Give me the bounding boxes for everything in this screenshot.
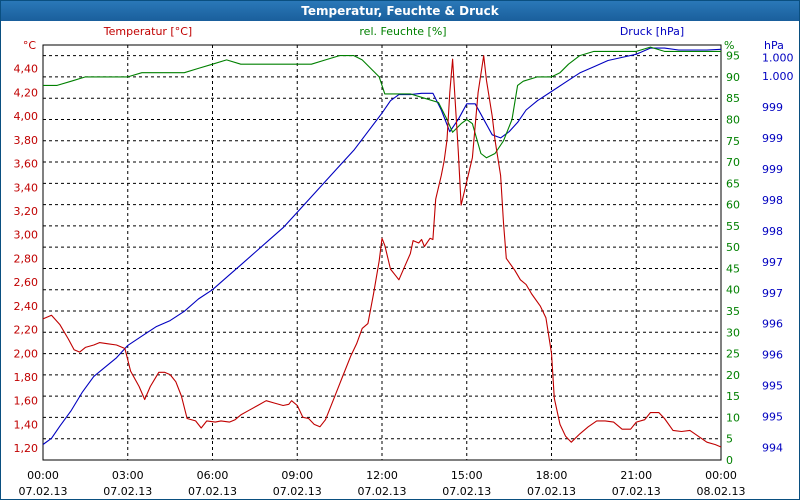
temperature-tick-label: 2,80 (14, 252, 39, 265)
pressure-tick-label: 998 (762, 194, 783, 207)
x-tick-label-date: 07.02.13 (19, 485, 68, 498)
pressure-tick-label: 1.000 (762, 51, 794, 64)
temperature-tick-label: 3,00 (14, 229, 39, 242)
x-tick-label-date: 07.02.13 (273, 485, 322, 498)
pressure-tick-label: 995 (762, 411, 783, 424)
x-tick-label-time: 09:00 (281, 469, 313, 482)
pressure-tick-label: 996 (762, 318, 783, 331)
humidity-tick-label: 5 (726, 433, 733, 446)
humidity-tick-label: 45 (726, 262, 740, 275)
pressure-tick-label: 999 (762, 101, 783, 114)
chart-title: Temperatur, Feuchte & Druck (1, 1, 799, 21)
pressure-tick-label: 998 (762, 225, 783, 238)
humidity-tick-label: 35 (726, 305, 740, 318)
temperature-tick-label: 2,60 (14, 276, 39, 289)
pressure-tick-label: 1.000 (762, 70, 794, 83)
x-tick-label-date: 07.02.13 (612, 485, 661, 498)
temperature-tick-label: 2,20 (14, 324, 39, 337)
humidity-tick-label: 55 (726, 220, 740, 233)
x-tick-label-date: 07.02.13 (527, 485, 576, 498)
humidity-tick-label: 60 (726, 199, 740, 212)
humidity-tick-label: 80 (726, 113, 740, 126)
humidity-tick-label: 65 (726, 177, 740, 190)
x-tick-label-date: 07.02.13 (442, 485, 491, 498)
humidity-tick-label: 20 (726, 369, 740, 382)
x-tick-label-time: 06:00 (197, 469, 229, 482)
axes: 00:00 07.02.13 03:00 07.02.13 06:00 07.02.13 0… (14, 50, 794, 498)
temperature-tick-label: 4,40 (14, 63, 39, 76)
humidity-unit-label: % (724, 39, 734, 52)
x-tick-label-time: 21:00 (620, 469, 652, 482)
humidity-series-line (43, 46, 721, 159)
temperature-tick-label: 1,80 (14, 371, 39, 384)
humidity-tick-label: 40 (726, 284, 740, 297)
temperature-tick-label: 3,60 (14, 158, 39, 171)
grid (42, 44, 722, 461)
humidity-tick-label: 75 (726, 135, 740, 148)
x-tick-label-date: 07.02.13 (358, 485, 407, 498)
temperature-tick-label: 4,00 (14, 110, 39, 123)
x-tick-label-date: 07.02.13 (103, 485, 152, 498)
pressure-axis-title: Druck [hPa] (620, 25, 684, 38)
x-tick-label-time: 00:00 (705, 469, 737, 482)
temperature-tick-label: 3,20 (14, 205, 39, 218)
series-layer (42, 46, 722, 448)
x-tick-label-date: 07.02.13 (188, 485, 237, 498)
humidity-tick-label: 15 (726, 390, 740, 403)
temperature-tick-label: 4,20 (14, 86, 39, 99)
pressure-tick-label: 996 (762, 349, 783, 362)
pressure-tick-label: 997 (762, 256, 783, 269)
pressure-tick-label: 997 (762, 287, 783, 300)
temperature-unit-label: °C (23, 39, 37, 52)
humidity-tick-label: 90 (726, 71, 740, 84)
temperature-tick-label: 2,40 (14, 300, 39, 313)
temperature-axis-title: Temperatur [°C] (103, 25, 192, 38)
humidity-axis-title: rel. Feuchte [%] (359, 25, 446, 38)
temperature-tick-label: 3,40 (14, 181, 39, 194)
x-tick-label-time: 00:00 (27, 469, 59, 482)
temperature-tick-label: 1,40 (14, 418, 39, 431)
humidity-tick-label: 30 (726, 326, 740, 339)
humidity-tick-label: 0 (726, 454, 733, 467)
humidity-tick-label: 85 (726, 92, 740, 105)
humidity-tick-label: 25 (726, 348, 740, 361)
pressure-tick-label: 994 (762, 442, 783, 455)
humidity-tick-label: 50 (726, 241, 740, 254)
humidity-tick-label: 10 (726, 411, 740, 424)
pressure-tick-label: 999 (762, 163, 783, 176)
pressure-series-line (42, 47, 722, 445)
x-tick-label-time: 15:00 (451, 469, 483, 482)
temperature-tick-label: 2,00 (14, 347, 39, 360)
pressure-tick-label: 999 (762, 132, 783, 145)
x-tick-label-time: 03:00 (112, 469, 144, 482)
x-tick-label-time: 12:00 (366, 469, 398, 482)
temperature-tick-label: 1,20 (14, 442, 39, 455)
temperature-tick-label: 3,80 (14, 134, 39, 147)
temperature-tick-label: 1,60 (14, 395, 39, 408)
temperature-series-line (42, 55, 722, 448)
humidity-tick-label: 70 (726, 156, 740, 169)
x-tick-label-time: 18:00 (536, 469, 568, 482)
x-tick-label-date: 08.02.13 (697, 485, 746, 498)
pressure-unit-label: hPa (764, 39, 784, 52)
humidity-tick-label: 95 (726, 50, 740, 63)
pressure-tick-label: 995 (762, 380, 783, 393)
